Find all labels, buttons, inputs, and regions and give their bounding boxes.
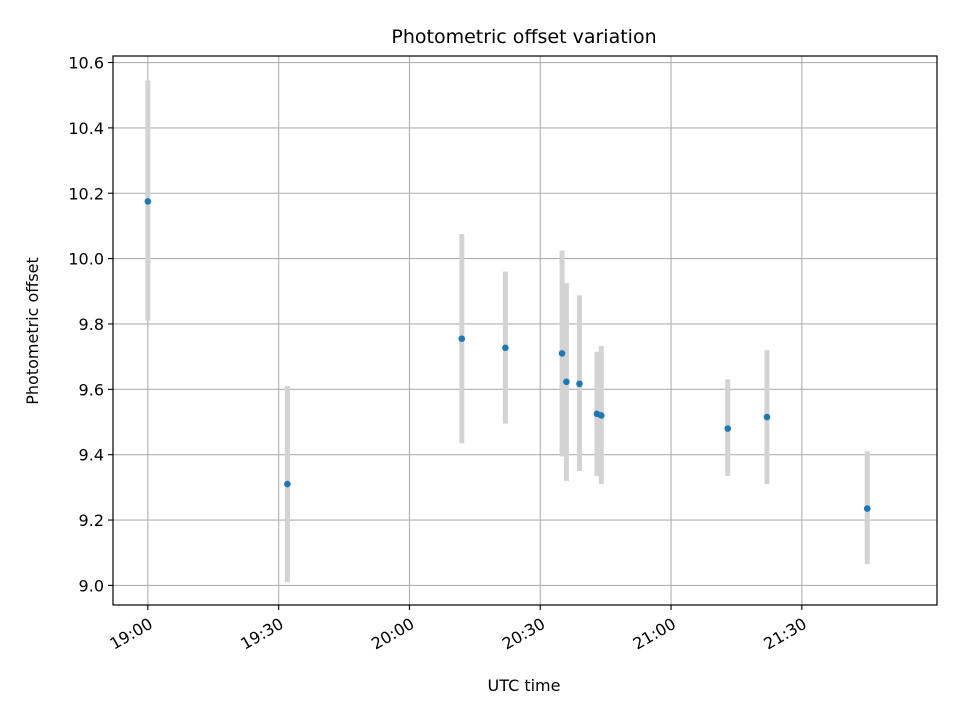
x-axis-title: UTC time <box>488 676 561 695</box>
y-tick-label: 9.2 <box>79 511 104 530</box>
data-point <box>576 380 583 388</box>
data-point <box>284 480 291 488</box>
plot-frame <box>112 55 938 606</box>
data-point <box>863 505 871 512</box>
data-point <box>502 344 509 352</box>
data-points <box>144 198 871 512</box>
data-point <box>597 412 605 419</box>
data-point <box>558 350 566 357</box>
y-tick-label: 10.0 <box>68 250 104 269</box>
y-tick-label: 10.2 <box>68 184 104 203</box>
chart-title: Photometric offset variation <box>391 26 656 48</box>
data-point <box>763 413 771 421</box>
y-tick-label: 10.6 <box>68 54 104 73</box>
data-point <box>458 335 466 342</box>
y-tick-label: 9.4 <box>79 446 104 465</box>
y-tick-label: 10.4 <box>68 119 104 138</box>
data-point <box>144 198 152 205</box>
y-axis-title: Photometric offset <box>23 257 42 405</box>
y-tick-label: 9.8 <box>79 315 104 334</box>
y-tick-label: 9.6 <box>79 380 104 399</box>
y-tick-label: 9.0 <box>79 576 104 595</box>
data-point <box>724 425 732 432</box>
grid <box>113 56 937 605</box>
data-point <box>563 378 570 386</box>
